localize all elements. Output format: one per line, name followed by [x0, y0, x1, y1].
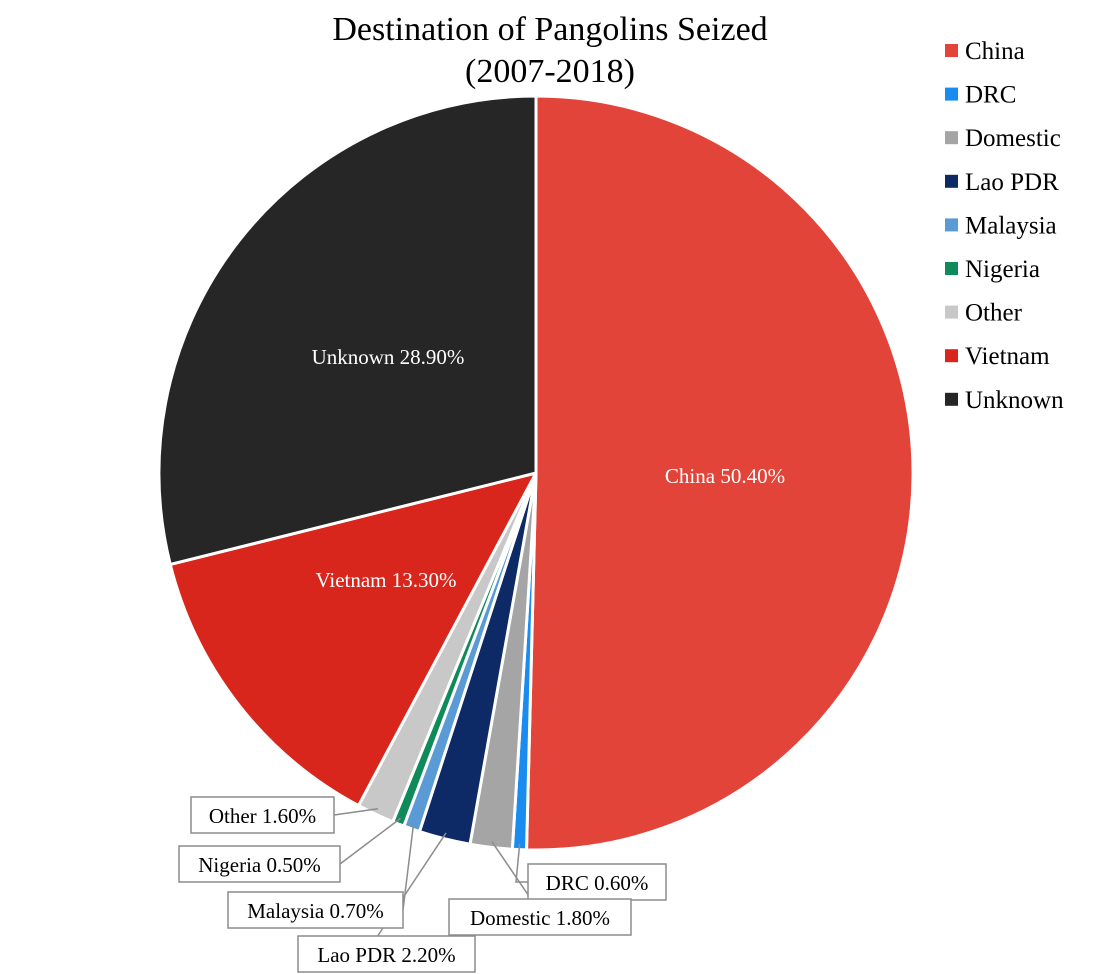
data-label-domestic: Domestic 1.80%	[470, 906, 610, 930]
legend-item-vietnam: Vietnam	[945, 343, 1050, 370]
leader-line-domestic	[491, 840, 532, 900]
leader-lines	[333, 807, 532, 937]
data-label-vietnam: Vietnam 13.30%	[315, 568, 456, 592]
legend-swatch-china	[945, 44, 958, 57]
legend-item-nigeria: Nigeria	[945, 256, 1040, 283]
label-box-lao-pdr	[297, 935, 476, 973]
leader-line-other	[333, 807, 379, 816]
data-label-lao-pdr: Lao PDR 2.20%	[317, 943, 455, 967]
data-label-malaysia: Malaysia 0.70%	[247, 899, 383, 923]
label-box-domestic	[448, 898, 632, 936]
legend-item-unknown: Unknown	[945, 387, 1064, 414]
legend-label-unknown: Unknown	[965, 387, 1064, 414]
legend-swatch-unknown	[945, 392, 958, 406]
legend-label-drc: DRC	[965, 82, 1016, 109]
data-label-china: China 50.40%	[665, 464, 785, 488]
data-labels: China 50.40% DRC 0.60% Domestic 1.80% Lao P…	[178, 345, 785, 973]
legend-item-domestic: Domestic	[945, 125, 1061, 152]
pie-slice-vietnam	[168, 471, 538, 808]
legend-label-vietnam: Vietnam	[965, 343, 1050, 370]
legend-swatch-lao-pdr	[945, 174, 958, 188]
chart-title: Destination of Pangolins Seized	[332, 11, 767, 48]
data-label-drc: DRC 0.60%	[546, 871, 649, 895]
chart-subtitle: (2007-2018)	[465, 53, 635, 90]
label-box-nigeria	[178, 845, 341, 883]
label-box-malaysia	[227, 891, 404, 929]
leader-line-drc	[515, 843, 528, 883]
pie-slice-china	[525, 94, 915, 852]
pie-slices	[157, 94, 915, 852]
legend-item-china: China	[945, 38, 1025, 65]
legend-swatch-malaysia	[945, 218, 958, 232]
leader-line-nigeria	[339, 817, 401, 865]
legend: China DRC Domestic Lao PDR Malaysia Nigeria Ot…	[945, 38, 1064, 414]
legend-swatch-domestic	[945, 131, 958, 145]
legend-label-domestic: Domestic	[965, 125, 1061, 152]
legend-label-nigeria: Nigeria	[965, 256, 1040, 283]
data-label-other: Other 1.60%	[209, 804, 316, 828]
legend-swatch-drc	[945, 87, 958, 101]
legend-label-malaysia: Malaysia	[965, 212, 1057, 239]
data-label-unknown: Unknown 28.90%	[312, 345, 465, 369]
legend-label-lao-pdr: Lao PDR	[965, 169, 1059, 196]
legend-item-drc: DRC	[945, 82, 1016, 109]
legend-label-china: China	[965, 38, 1025, 65]
legend-label-other: Other	[965, 300, 1023, 327]
legend-swatch-nigeria	[945, 262, 958, 275]
pie-slice-unknown	[157, 94, 538, 566]
label-box-drc	[527, 863, 667, 901]
label-box-other	[190, 796, 335, 834]
legend-item-other: Other	[945, 300, 1023, 327]
data-label-nigeria: Nigeria 0.50%	[198, 853, 320, 877]
legend-item-malaysia: Malaysia	[945, 212, 1057, 239]
legend-swatch-vietnam	[945, 349, 958, 363]
legend-item-lao-pdr: Lao PDR	[945, 169, 1059, 196]
leader-line-malaysia	[402, 823, 415, 911]
legend-swatch-other	[945, 305, 958, 319]
